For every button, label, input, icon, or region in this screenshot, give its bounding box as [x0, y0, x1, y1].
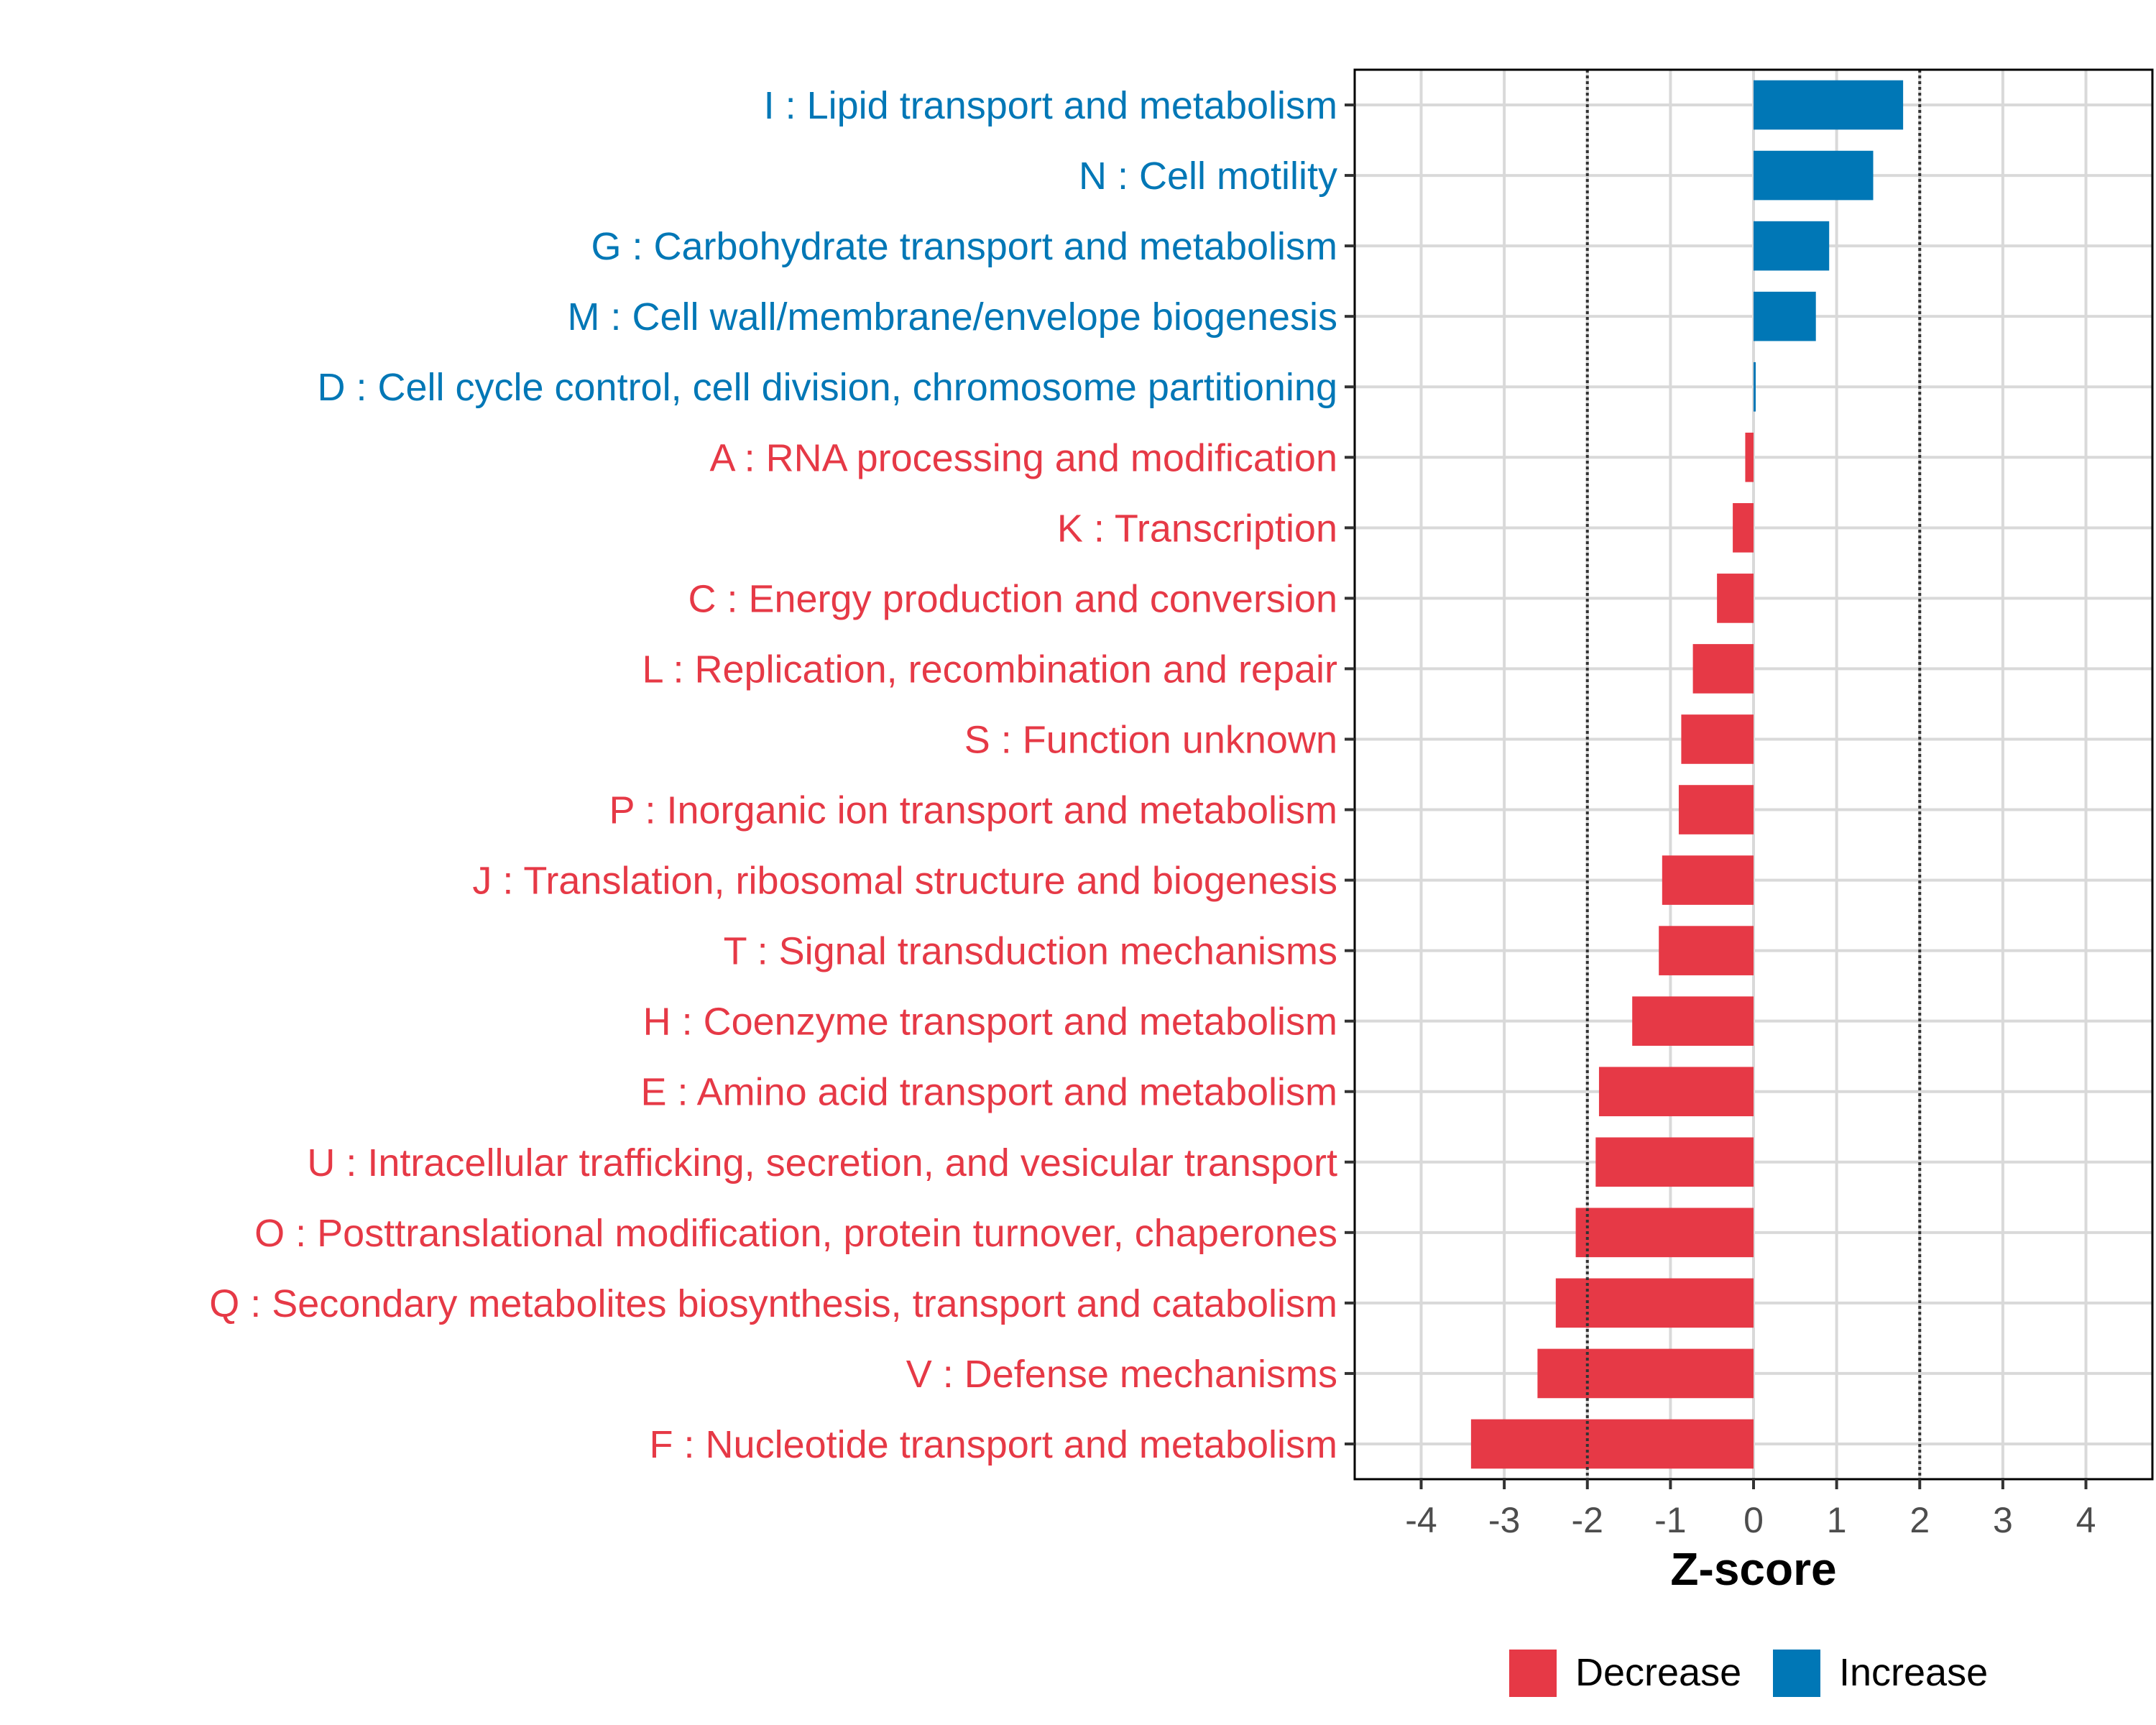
bar — [1659, 926, 1754, 975]
bar — [1754, 150, 1874, 201]
bar — [1717, 574, 1754, 623]
category-label: I : Lipid transport and metabolism — [764, 84, 1337, 127]
category-label: H : Coenzyme transport and metabolism — [643, 1000, 1337, 1044]
category-label: J : Translation, ribosomal structure and… — [472, 860, 1337, 903]
x-tick-label: -3 — [1488, 1500, 1520, 1540]
reference-lines — [1585, 70, 1922, 1479]
category-label: G : Carbohydrate transport and metabolis… — [591, 225, 1338, 268]
bar — [1754, 80, 1904, 130]
bar — [1598, 1067, 1754, 1117]
x-tick-label: 0 — [1743, 1500, 1764, 1540]
legend: Decrease Increase — [1509, 1650, 1988, 1697]
category-label: Q : Secondary metabolites biosynthesis, … — [209, 1282, 1337, 1325]
x-axis-ticks: -4 -3 -2 -1 0 1 2 3 4 — [1405, 1479, 2096, 1540]
bar — [1745, 432, 1754, 482]
bar — [1678, 785, 1754, 834]
category-label: D : Cell cycle control, cell division, c… — [317, 366, 1337, 409]
bar — [1754, 291, 1816, 341]
bar — [1595, 1137, 1754, 1187]
category-label: L : Replication, recombination and repai… — [642, 648, 1337, 691]
bar — [1470, 1419, 1754, 1469]
x-tick-label: -2 — [1572, 1500, 1603, 1540]
bar — [1537, 1348, 1754, 1399]
bar — [1575, 1208, 1754, 1258]
bar — [1692, 644, 1754, 694]
category-label: C : Energy production and conversion — [688, 577, 1337, 620]
bar — [1632, 996, 1754, 1046]
category-label: F : Nucleotide transport and metabolism — [650, 1423, 1337, 1466]
bar — [1754, 362, 1756, 412]
legend-key-decrease — [1509, 1650, 1557, 1697]
category-label: O : Posttranslational modification, prot… — [254, 1212, 1337, 1255]
bar — [1555, 1278, 1754, 1328]
legend-label-increase: Increase — [1839, 1651, 1988, 1694]
category-label: E : Amino acid transport and metabolism — [641, 1071, 1337, 1114]
category-label: K : Transcription — [1057, 507, 1337, 550]
x-tick-label: -1 — [1654, 1500, 1686, 1540]
bar — [1733, 503, 1754, 553]
category-label: N : Cell motility — [1079, 155, 1337, 198]
category-label: P : Inorganic ion transport and metaboli… — [609, 789, 1337, 832]
x-tick-label: 3 — [1993, 1500, 2013, 1540]
category-label: U : Intracellular trafficking, secretion… — [307, 1141, 1337, 1184]
x-tick-label: 2 — [1909, 1500, 1930, 1540]
y-axis-ticks: I : Lipid transport and metabolism N : Ce… — [209, 84, 1355, 1466]
category-label: A : RNA processing and modification — [710, 436, 1337, 479]
x-tick-label: -4 — [1405, 1500, 1437, 1540]
bar — [1754, 221, 1830, 271]
legend-label-decrease: Decrease — [1575, 1651, 1741, 1694]
x-tick-label: 1 — [1827, 1500, 1847, 1540]
bars — [1470, 80, 1904, 1469]
legend-key-increase — [1773, 1650, 1820, 1697]
category-label: V : Defense mechanisms — [906, 1353, 1337, 1396]
x-tick-label: 4 — [2076, 1500, 2096, 1540]
x-axis-title: Z-score — [1670, 1543, 1836, 1595]
category-label: S : Function unknown — [964, 718, 1337, 761]
category-label: M : Cell wall/membrane/envelope biogenes… — [567, 295, 1337, 339]
category-label: T : Signal transduction mechanisms — [724, 930, 1337, 973]
bar — [1681, 714, 1754, 764]
bar — [1662, 855, 1754, 905]
